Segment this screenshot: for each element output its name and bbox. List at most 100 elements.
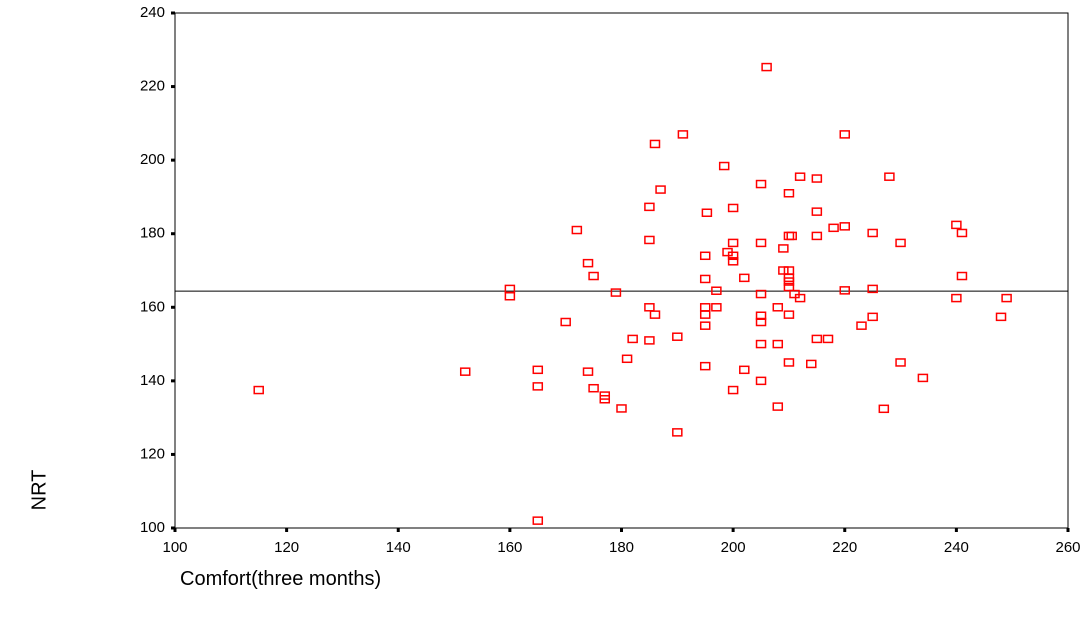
point (621, 354, 633, 364)
y-tick-label: 180 (140, 225, 165, 242)
point (867, 284, 878, 294)
point (532, 365, 544, 375)
point (677, 130, 689, 139)
point (582, 258, 594, 268)
point (811, 231, 823, 241)
point (701, 208, 713, 217)
x-tick-label: 160 (497, 539, 522, 556)
point (755, 376, 767, 386)
point (560, 317, 571, 327)
point (532, 382, 544, 391)
point (755, 339, 767, 349)
point (711, 303, 722, 312)
point (599, 395, 611, 404)
point (772, 402, 784, 411)
x-tick-label: 100 (162, 539, 187, 556)
point (755, 317, 767, 327)
y-tick-label: 120 (140, 445, 165, 462)
point (739, 273, 750, 283)
point (755, 238, 767, 248)
point (783, 358, 795, 367)
point (828, 223, 839, 233)
point (504, 292, 516, 301)
y-axis-label: NRT (28, 470, 50, 511)
point (956, 228, 968, 238)
x-tick-label: 200 (721, 539, 746, 556)
point (610, 288, 622, 297)
point (727, 257, 739, 266)
point (951, 220, 962, 230)
point (699, 251, 711, 261)
point (778, 266, 789, 275)
point (794, 172, 806, 181)
point (884, 172, 895, 181)
point (956, 271, 968, 281)
point (582, 367, 594, 376)
point (253, 385, 264, 395)
point (571, 225, 583, 235)
x-tick-label: 180 (609, 539, 634, 556)
point (1001, 293, 1012, 303)
point (699, 303, 711, 312)
point (806, 359, 817, 369)
point (783, 189, 795, 198)
point (811, 207, 823, 216)
point (672, 332, 683, 341)
point (718, 161, 730, 171)
point (783, 282, 795, 292)
x-tick-label: 220 (832, 539, 857, 556)
y-tick-label: 140 (140, 372, 165, 389)
point (783, 310, 795, 319)
point (839, 286, 850, 295)
point (727, 251, 739, 261)
point (867, 312, 878, 322)
point (951, 293, 962, 303)
point (727, 203, 739, 213)
point (822, 334, 834, 344)
point (856, 321, 867, 330)
point (772, 339, 784, 349)
point (839, 222, 850, 231)
y-tick-label: 100 (140, 519, 165, 536)
y-tick-label: 200 (140, 151, 165, 168)
y-tick-label: 160 (140, 298, 165, 315)
point (649, 310, 661, 319)
x-tick-label: 140 (386, 539, 411, 556)
point (699, 361, 711, 371)
point (783, 266, 795, 275)
point (811, 334, 823, 344)
point (727, 238, 739, 248)
point (649, 139, 661, 149)
point (878, 404, 890, 414)
point (755, 289, 767, 299)
point (739, 365, 750, 375)
point (811, 174, 823, 183)
point (672, 428, 683, 437)
point (761, 62, 772, 72)
point (699, 321, 711, 330)
point (699, 274, 711, 284)
point (588, 271, 599, 281)
point (644, 202, 655, 212)
x-tick-label: 260 (1055, 539, 1080, 556)
point (783, 277, 795, 286)
point (532, 516, 544, 525)
point (644, 303, 655, 312)
plot-frame (174, 12, 1069, 529)
point (794, 293, 806, 303)
point (699, 310, 711, 319)
point (644, 235, 655, 245)
point (711, 286, 722, 295)
point (755, 179, 767, 189)
point (772, 303, 784, 312)
y-tick-label: 220 (140, 78, 165, 95)
point (616, 404, 627, 413)
point (778, 244, 789, 253)
x-tick-label: 120 (274, 539, 299, 556)
point (895, 238, 906, 248)
point (783, 231, 795, 241)
x-tick-label: 240 (944, 539, 969, 556)
point (895, 358, 906, 367)
point (655, 185, 666, 194)
